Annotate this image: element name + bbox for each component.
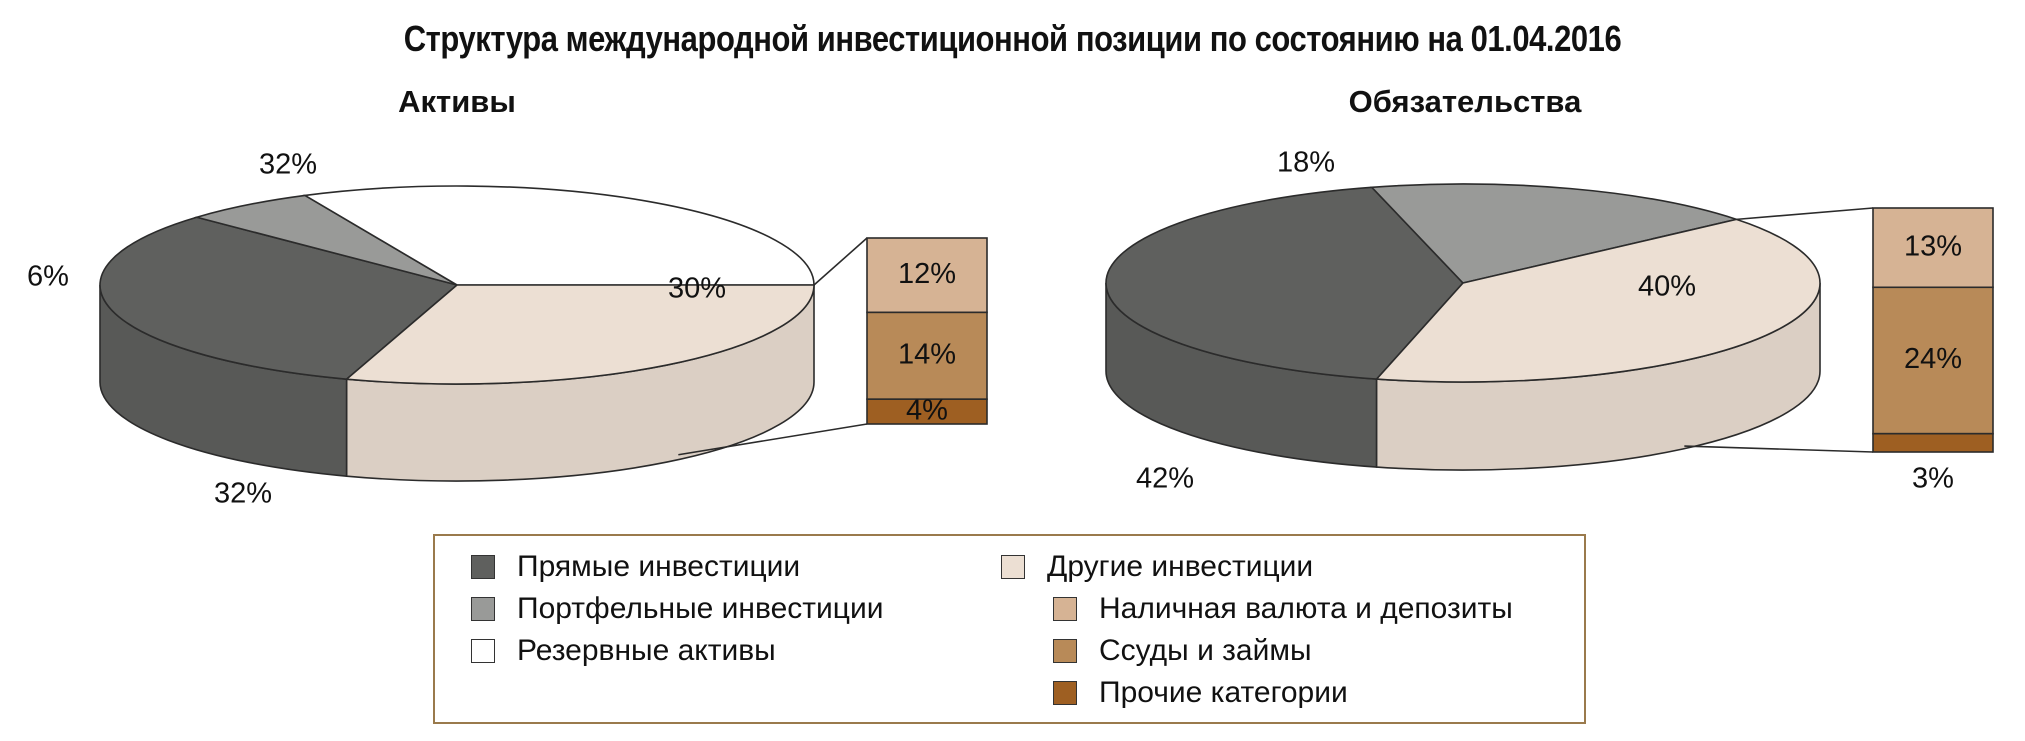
breakdown-segment — [866, 237, 988, 314]
legend-swatch — [471, 639, 495, 663]
breakdown-segment — [1872, 207, 1994, 289]
breakdown-segment — [1872, 286, 1994, 435]
legend-swatch — [471, 597, 495, 621]
legend-label: Ссуды и займы — [1099, 634, 1312, 667]
legend-item-portfolio: Портфельные инвестиции — [471, 592, 884, 626]
pie-slice — [193, 194, 458, 286]
breakdown-label: 14% — [898, 338, 956, 370]
pie-slice — [99, 216, 459, 380]
legend-label: Прочие категории — [1099, 676, 1348, 709]
legend: Прямые инвестиции Портфельные инвестиции… — [433, 534, 1586, 724]
slice-label: 32% — [259, 149, 317, 181]
legend-item-loans: Ссуды и займы — [1053, 634, 1312, 668]
slice-label: 40% — [1638, 271, 1696, 303]
legend-swatch — [1053, 681, 1077, 705]
pie-chart-2: Обязательства 42% 18% 40% 13% 24% 3% — [1105, 84, 1994, 495]
connector-line — [1736, 207, 1874, 221]
slice-label: 30% — [668, 273, 726, 305]
connector-line — [813, 237, 868, 286]
pie-slice — [344, 284, 815, 385]
pie-slice — [1374, 218, 1821, 383]
pie-title: Обязательства — [1349, 84, 1582, 119]
legend-swatch — [1053, 639, 1077, 663]
slice-label: 6% — [27, 261, 69, 293]
legend-item-reserves: Резервные активы — [471, 634, 776, 668]
pie-slice — [1105, 186, 1465, 380]
slice-label: 42% — [1136, 463, 1194, 495]
slice-label: 32% — [214, 478, 272, 510]
breakdown-segment — [1872, 432, 1994, 453]
legend-swatch — [1001, 555, 1025, 579]
pie-slice — [1370, 183, 1740, 284]
breakdown-label: 3% — [1912, 463, 1954, 495]
legend-swatch — [471, 555, 495, 579]
connector-line — [1684, 445, 1874, 453]
legend-item-other: Другие инвестиции — [1001, 550, 1314, 584]
legend-item-misc: Прочие категории — [1053, 676, 1348, 710]
breakdown-label: 4% — [906, 394, 948, 426]
breakdown-segment — [866, 398, 988, 425]
connector-line — [678, 423, 868, 456]
legend-label: Прямые инвестиции — [517, 550, 801, 583]
breakdown-label: 12% — [898, 258, 956, 290]
pie-title: Активы — [398, 84, 516, 119]
legend-item-cash: Наличная валюта и депозиты — [1053, 592, 1513, 626]
legend-label: Наличная валюта и депозиты — [1099, 592, 1513, 625]
pie-slice — [302, 185, 815, 286]
legend-label: Другие инвестиции — [1047, 550, 1314, 583]
legend-label: Портфельные инвестиции — [517, 592, 884, 625]
pie-chart-1: Активы 32% 6% 32% 30% 12% 14% 4% — [27, 84, 988, 510]
slice-label: 18% — [1277, 147, 1335, 179]
legend-swatch — [1053, 597, 1077, 621]
chart-title: Структура международной инвестиционной п… — [403, 18, 1622, 59]
legend-item-direct: Прямые инвестиции — [471, 550, 801, 584]
breakdown-label: 13% — [1904, 230, 1962, 262]
breakdown-label: 24% — [1904, 343, 1962, 375]
legend-label: Резервные активы — [517, 634, 776, 667]
